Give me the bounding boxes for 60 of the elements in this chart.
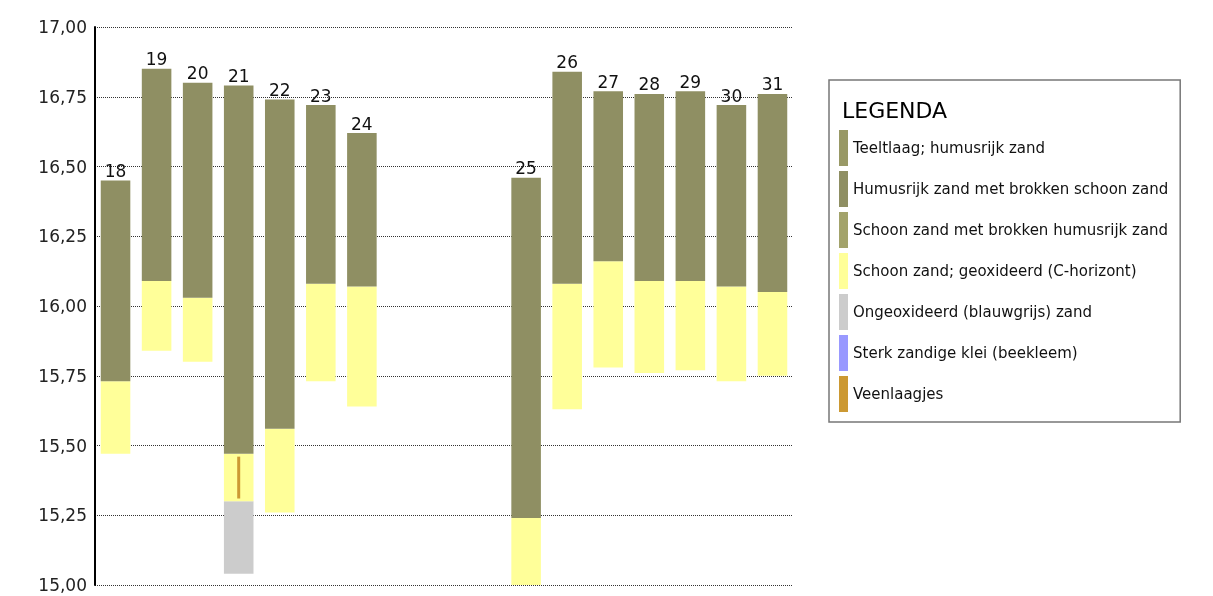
y-tick-label: 16,00 xyxy=(38,296,87,316)
bar xyxy=(593,261,624,368)
x-tick-label: 20 xyxy=(186,63,209,84)
bar xyxy=(634,93,665,281)
y-tick-label: 17,00 xyxy=(38,17,87,37)
x-tick-label: 30 xyxy=(720,85,743,106)
bar xyxy=(100,180,131,382)
bar xyxy=(552,71,582,284)
bar xyxy=(757,292,788,376)
y-tick-label: 15,50 xyxy=(38,435,87,456)
bar xyxy=(511,518,541,585)
y-tick-label: 15,00 xyxy=(38,575,87,595)
bar xyxy=(716,286,747,382)
bar xyxy=(675,91,706,281)
legend-label: Veenlaagjes xyxy=(853,385,944,403)
x-tick-label: 22 xyxy=(268,80,291,101)
bar xyxy=(141,68,172,281)
bar xyxy=(182,297,213,362)
x-tick-label: 24 xyxy=(351,113,373,134)
bar xyxy=(757,93,788,293)
y-tick-label: 16,25 xyxy=(38,226,87,247)
x-tick-label: 25 xyxy=(515,158,537,179)
y-tick-label: 16,50 xyxy=(38,156,87,177)
bar xyxy=(347,133,377,287)
legend-label: Humusrijk zand met brokken schoon zand xyxy=(853,180,1169,198)
bar xyxy=(182,82,213,298)
x-tick-label: 28 xyxy=(638,74,661,95)
bar xyxy=(100,381,131,454)
bar xyxy=(347,286,377,407)
bar xyxy=(306,105,336,284)
legend-title: LEGENDA xyxy=(842,97,948,123)
bar xyxy=(306,283,336,382)
y-tick-label: 16,75 xyxy=(38,86,87,107)
x-tick-label: 21 xyxy=(227,66,250,87)
bar xyxy=(634,280,665,373)
y-tick-label: 15,25 xyxy=(38,505,87,526)
bar xyxy=(223,501,254,574)
x-tick-label: 31 xyxy=(761,74,784,95)
x-tick-label: 19 xyxy=(145,49,168,70)
bar xyxy=(141,280,172,351)
x-tick-label: 27 xyxy=(597,71,620,92)
x-tick-label: 23 xyxy=(310,85,332,106)
bar xyxy=(264,99,295,429)
bar xyxy=(223,453,254,502)
legend-label: Schoon zand; geoxideerd (C-horizont) xyxy=(853,262,1137,280)
bar xyxy=(675,280,706,371)
bar xyxy=(716,105,747,287)
bar xyxy=(511,177,541,519)
bar xyxy=(593,91,624,262)
y-tick-label: 15,75 xyxy=(38,365,87,386)
bar xyxy=(552,283,582,410)
legend-label: Schoon zand met brokken humusrijk zand xyxy=(853,221,1169,239)
x-tick-label: 29 xyxy=(679,71,702,92)
bar xyxy=(264,428,295,513)
legend-label: Sterk zandige klei (beekleem) xyxy=(853,344,1078,362)
bar xyxy=(223,85,254,454)
x-tick-label: 18 xyxy=(104,160,127,181)
x-tick-label: 26 xyxy=(556,52,578,73)
legend-label: Ongeoxideerd (blauwgrijs) zand xyxy=(853,303,1093,321)
legend-label: Teeltlaag; humusrijk zand xyxy=(852,139,1046,157)
